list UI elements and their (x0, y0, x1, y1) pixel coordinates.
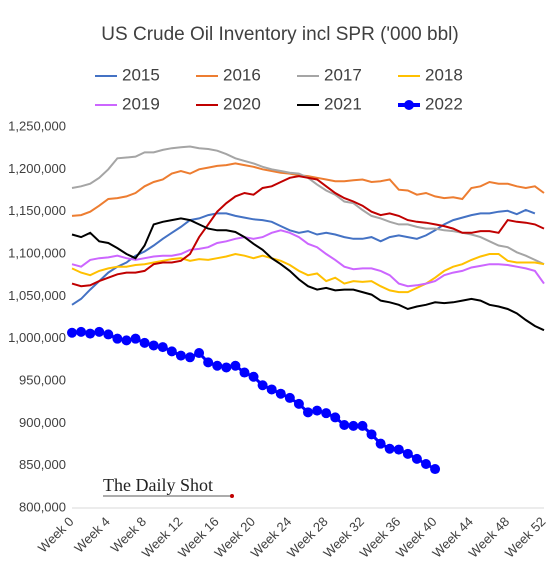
point (312, 405, 323, 416)
point (357, 420, 368, 431)
y-tick-label: 1,100,000 (8, 245, 66, 260)
point (194, 348, 205, 359)
x-tick-label: Week 52 (502, 514, 549, 561)
series-line (71, 229, 545, 288)
y-tick-label: 800,000 (19, 499, 66, 514)
point (175, 350, 186, 361)
y-tick-label: 900,000 (19, 415, 66, 430)
point (239, 367, 250, 378)
legend-label: 2021 (324, 94, 362, 113)
point (166, 346, 177, 357)
point (402, 448, 413, 459)
point (67, 327, 77, 338)
point (375, 438, 386, 449)
series-line (71, 252, 545, 294)
point (112, 333, 123, 344)
point (266, 384, 277, 395)
point (321, 408, 332, 419)
point (421, 458, 431, 469)
point (257, 380, 268, 391)
point (393, 444, 404, 455)
legend-label: 2016 (223, 65, 261, 84)
legend-label: 2019 (122, 94, 160, 113)
point (121, 335, 132, 346)
point (348, 420, 359, 431)
point (366, 429, 377, 440)
point (384, 443, 395, 454)
point (139, 337, 150, 348)
point (339, 420, 350, 431)
y-tick-label: 1,050,000 (8, 288, 66, 303)
chart-title: US Crude Oil Inventory incl SPR ('000 bb… (101, 24, 458, 45)
y-tick-label: 1,150,000 (8, 203, 66, 218)
point (275, 388, 286, 399)
legend-label: 2020 (223, 94, 261, 113)
point (411, 453, 422, 464)
y-tick-label: 950,000 (19, 372, 66, 387)
point (185, 352, 195, 363)
watermark-dot (230, 494, 234, 498)
legend-label: 2017 (324, 65, 362, 84)
point (212, 360, 223, 371)
watermark: The Daily Shot (103, 475, 213, 495)
point (94, 326, 105, 337)
y-tick-label: 850,000 (19, 457, 66, 472)
legend-label: 2022 (425, 94, 463, 113)
point (293, 398, 304, 409)
point (248, 371, 259, 382)
x-tick-label: Week 0 (35, 514, 77, 556)
point (430, 464, 441, 475)
series-line (71, 217, 545, 332)
series-line (71, 175, 545, 288)
point (76, 326, 87, 337)
point (157, 342, 168, 353)
y-tick-label: 1,200,000 (8, 161, 66, 176)
point (284, 392, 295, 403)
legend-marker (404, 100, 414, 110)
point (303, 407, 313, 418)
point (203, 357, 214, 368)
point (103, 329, 114, 340)
series-line (71, 162, 545, 217)
point (230, 360, 241, 371)
point (85, 328, 96, 339)
point (148, 340, 159, 351)
point (330, 412, 341, 423)
point (221, 362, 232, 373)
legend-label: 2018 (425, 65, 463, 84)
legend-label: 2015 (122, 65, 160, 84)
point (130, 333, 141, 344)
series-line (71, 208, 536, 306)
x-tick-label: Week 4 (71, 514, 113, 556)
y-tick-label: 1,000,000 (8, 330, 66, 345)
y-tick-label: 1,250,000 (8, 118, 66, 133)
